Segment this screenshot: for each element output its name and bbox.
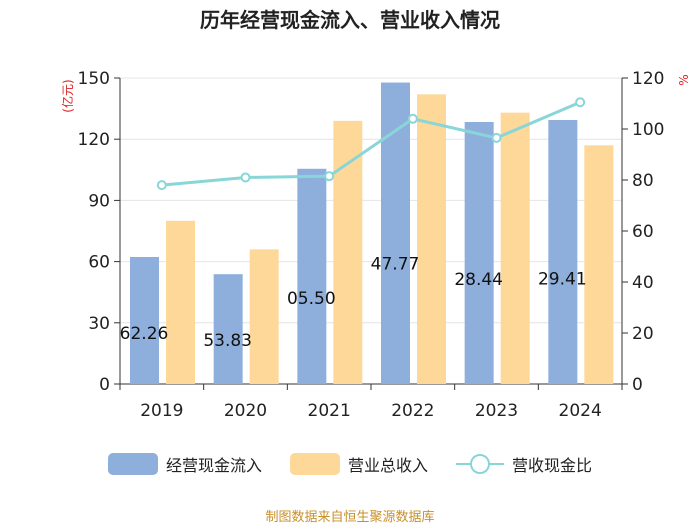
y-left-unit-label: (亿元) bbox=[60, 79, 75, 112]
data-label: 05.50 bbox=[287, 289, 336, 309]
data-label: 53.83 bbox=[203, 331, 252, 351]
bar-revenue bbox=[500, 112, 530, 385]
y-left-tick-label: 30 bbox=[88, 314, 110, 334]
ratio-point bbox=[491, 132, 502, 143]
ratio-point bbox=[240, 172, 251, 183]
bars bbox=[130, 82, 614, 385]
source-note: 制图数据来自恒生聚源数据库 bbox=[265, 510, 435, 525]
bar-revenue bbox=[333, 120, 363, 384]
ratio-point bbox=[575, 97, 586, 108]
bar-cash-inflow bbox=[213, 274, 243, 384]
legend-swatch-revenue bbox=[289, 453, 340, 475]
bar-cash-inflow bbox=[297, 168, 327, 384]
ratio-point bbox=[324, 171, 335, 182]
chart-title: 历年经营现金流入、营业收入情况 bbox=[200, 8, 500, 32]
bar-revenue bbox=[166, 220, 195, 384]
y-right-tick-label: 0 bbox=[632, 375, 643, 395]
bar-cash-inflow bbox=[381, 82, 410, 385]
data-label: 29.41 bbox=[538, 269, 587, 289]
legend-swatch-ratio bbox=[456, 453, 504, 475]
x-tick-label: 2022 bbox=[391, 401, 434, 421]
legend-item-revenue[interactable]: 营业总收入 bbox=[289, 452, 428, 476]
data-label: 62.26 bbox=[120, 324, 169, 344]
y-right-tick-label: 20 bbox=[632, 324, 654, 344]
data-label: 47.77 bbox=[371, 254, 420, 274]
ratio-point bbox=[156, 180, 167, 191]
x-tick-label: 2020 bbox=[224, 401, 267, 421]
legend-label-cash: 经营现金流入 bbox=[165, 456, 262, 475]
x-tick-label: 2019 bbox=[140, 401, 183, 421]
data-label: 28.44 bbox=[454, 270, 503, 290]
data-labels: 62.26 53.83 05.50 47.77 28.44 29.41 bbox=[120, 254, 587, 351]
axes: 0 30 60 90 120 150 0 20 40 60 80 100 120 (亿元) % 2019 202… bbox=[60, 69, 691, 421]
ratio-line-path bbox=[161, 100, 581, 187]
ratio-point bbox=[407, 113, 418, 124]
x-tick-label: 2021 bbox=[308, 401, 351, 421]
legend-item-ratio[interactable]: 营收现金比 bbox=[456, 452, 592, 476]
y-right-tick-label: 80 bbox=[632, 171, 654, 191]
legend: 经营现金流入 营业总收入 营收现金比 bbox=[0, 452, 700, 476]
x-tick-label: 2024 bbox=[559, 401, 602, 421]
bar-revenue bbox=[417, 94, 446, 384]
bar-revenue bbox=[584, 145, 614, 384]
ratio-line bbox=[156, 97, 586, 191]
legend-swatch-cash bbox=[107, 453, 158, 475]
x-tick-label: 2023 bbox=[475, 401, 518, 421]
y-left-tick-label: 150 bbox=[78, 69, 110, 89]
bar-cash-inflow bbox=[464, 121, 494, 385]
bar-revenue bbox=[249, 249, 279, 384]
bar-cash-inflow bbox=[130, 256, 159, 384]
y-left-tick-label: 0 bbox=[99, 375, 110, 395]
legend-label-ratio: 营收现金比 bbox=[512, 456, 593, 475]
y-left-tick-label: 60 bbox=[88, 253, 110, 273]
y-right-tick-label: 60 bbox=[632, 222, 654, 242]
legend-label-revenue: 营业总收入 bbox=[347, 456, 428, 475]
legend-item-cash[interactable]: 经营现金流入 bbox=[107, 452, 262, 476]
y-left-tick-label: 120 bbox=[78, 130, 110, 150]
y-left-tick-label: 90 bbox=[88, 191, 110, 211]
y-right-tick-label: 40 bbox=[632, 273, 654, 293]
bar-cash-inflow bbox=[548, 120, 578, 384]
y-right-tick-label: 100 bbox=[632, 120, 664, 140]
y-right-tick-label: 120 bbox=[632, 69, 664, 89]
y-right-unit-label: % bbox=[677, 74, 691, 85]
gridlines bbox=[120, 77, 622, 385]
